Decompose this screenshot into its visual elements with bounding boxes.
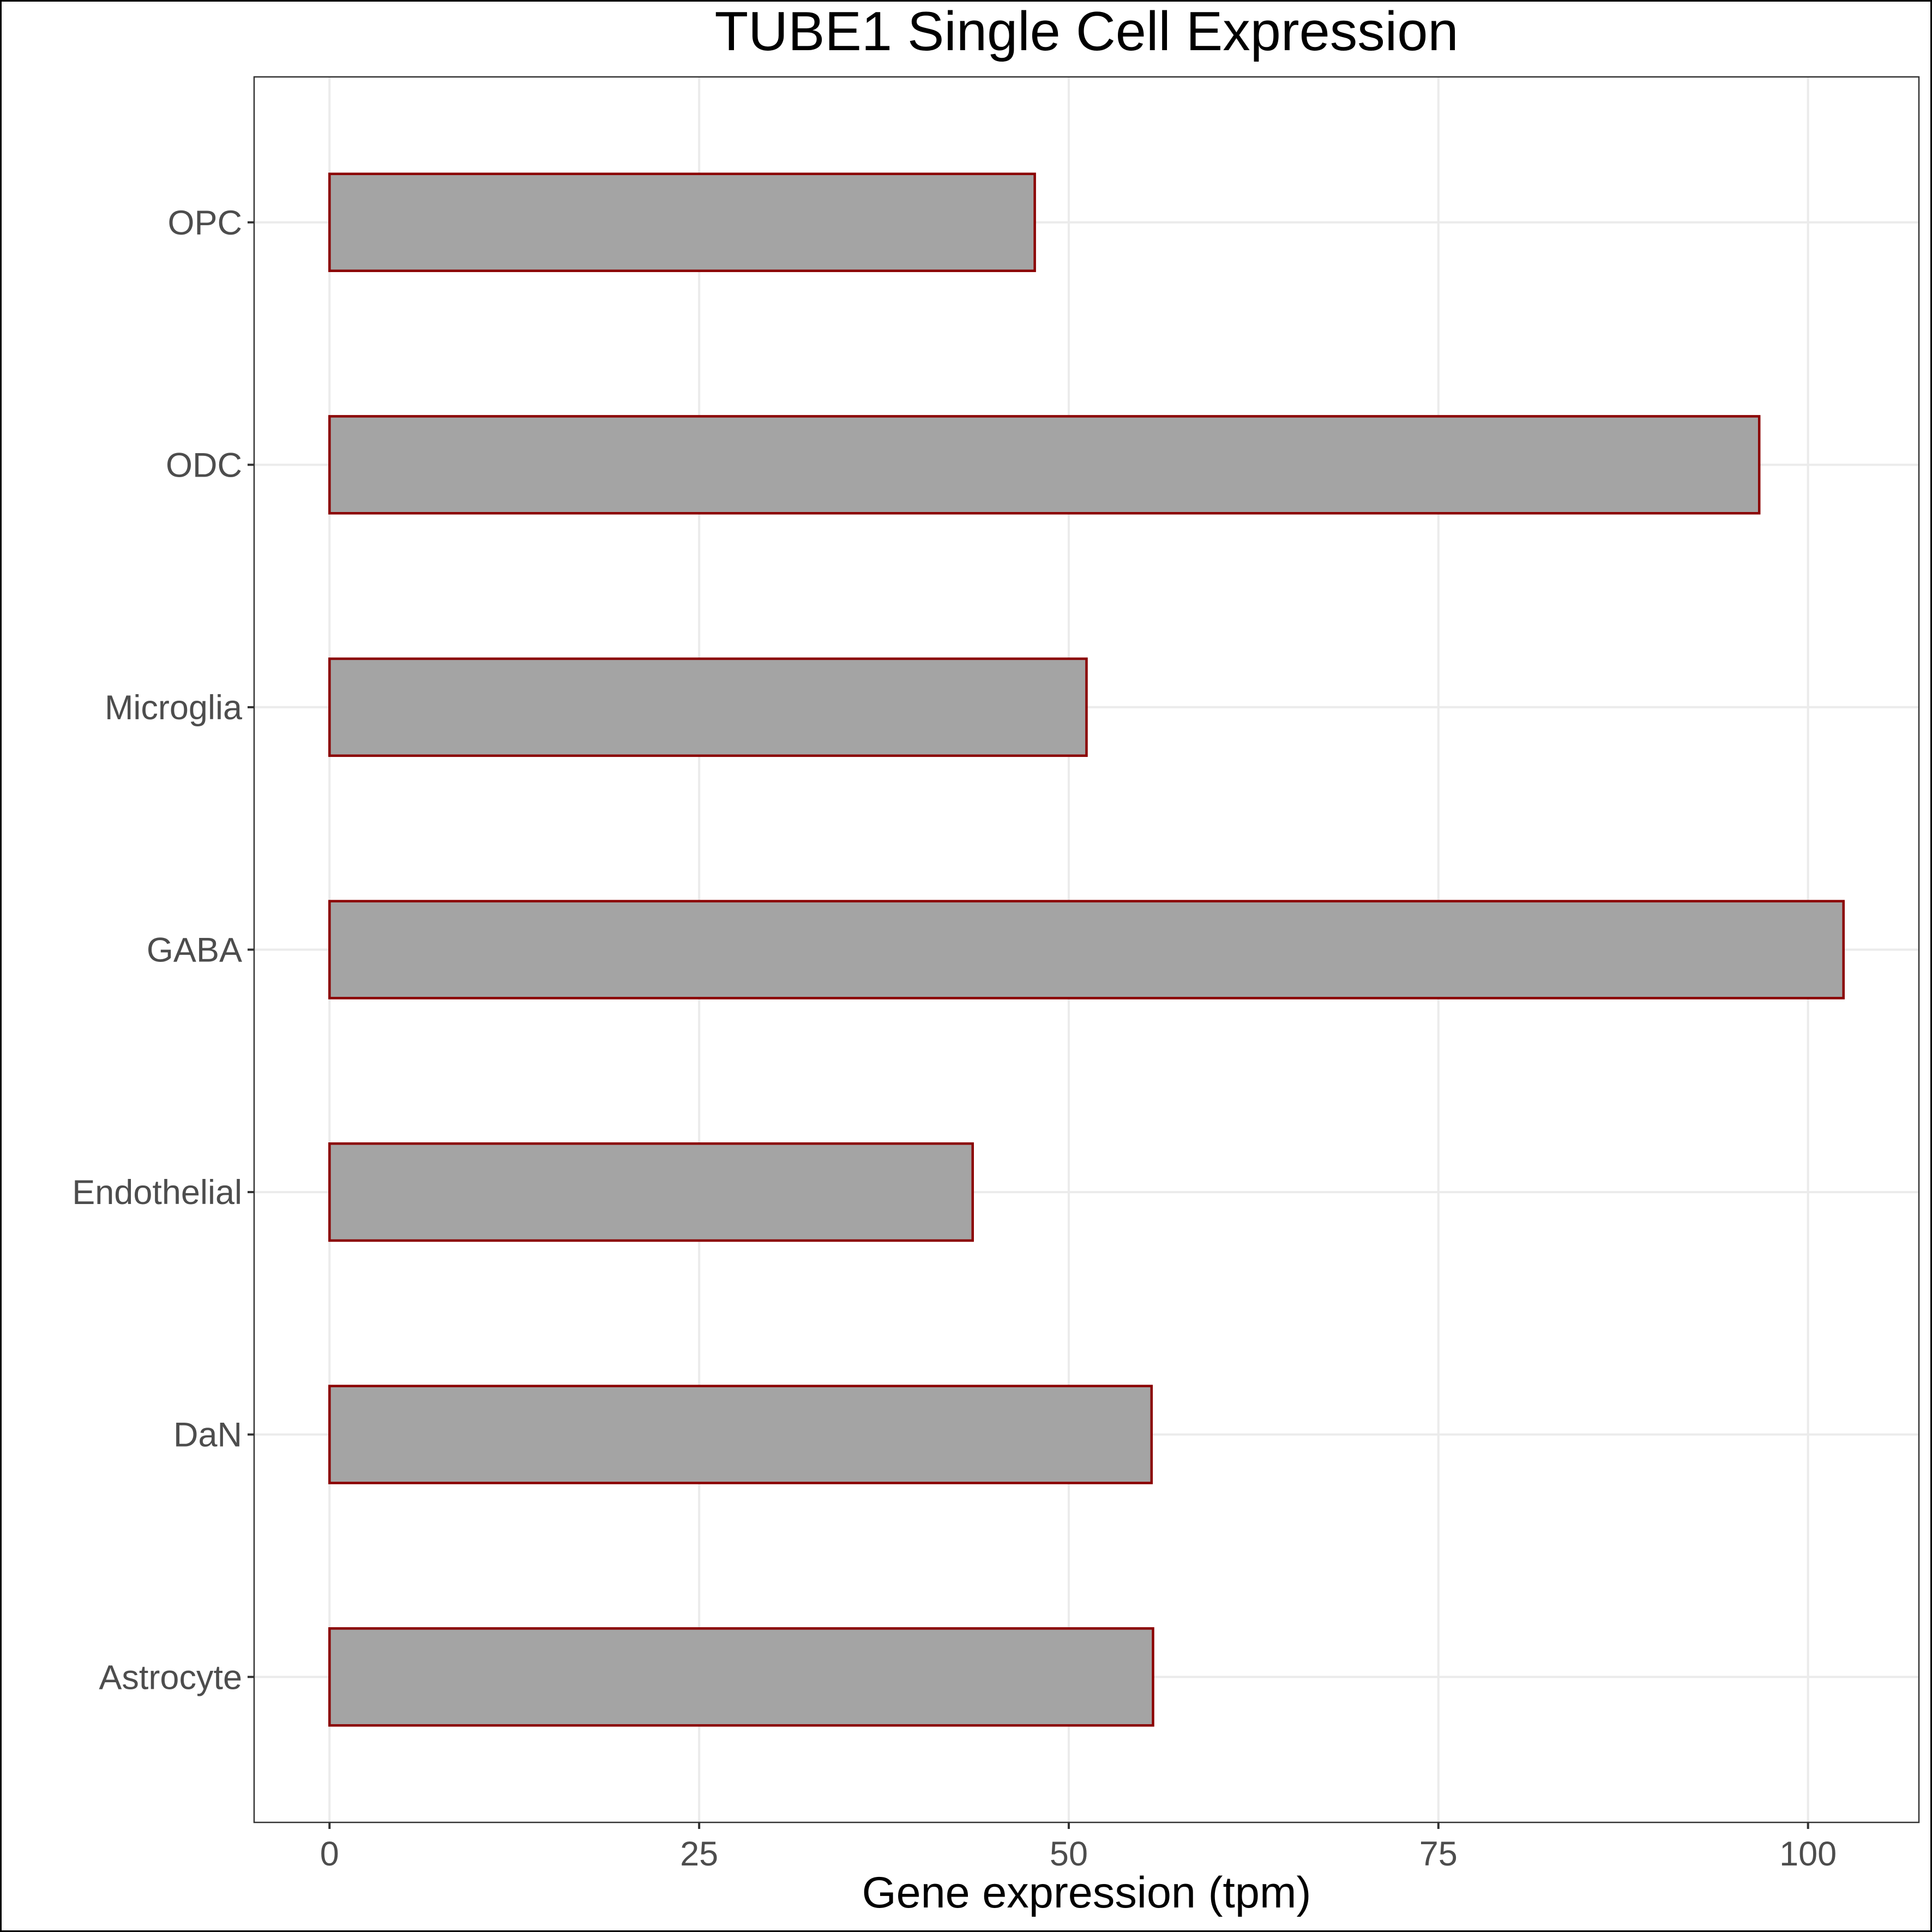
- bars: [328, 172, 1845, 1727]
- y-tick-label: Astrocyte: [99, 1658, 242, 1696]
- x-axis-title: Gene expression (tpm): [862, 1868, 1311, 1917]
- y-tick-label: ODC: [166, 446, 242, 484]
- y-axis-ticks: Astrocyte DaN Endothelial GABA Microglia ODC O…: [72, 204, 254, 1696]
- x-tick-label: 50: [1050, 1835, 1088, 1873]
- chart-title: TUBE1 Single Cell Expression: [714, 1, 1458, 62]
- bar-endothelial: [328, 1142, 974, 1242]
- y-tick-label: Endothelial: [72, 1173, 242, 1212]
- x-tick-label: 0: [320, 1835, 339, 1873]
- x-tick-label: 75: [1419, 1835, 1458, 1873]
- y-tick-label: OPC: [167, 204, 242, 242]
- x-axis-ticks: 0 25 50 75 100: [320, 1822, 1837, 1873]
- x-tick-label: 25: [680, 1835, 718, 1873]
- bar-gaba: [328, 900, 1845, 1000]
- bar-microglia: [328, 657, 1088, 757]
- y-tick-label: DaN: [173, 1416, 242, 1454]
- bar-odc: [328, 415, 1761, 515]
- y-tick-label: GABA: [147, 931, 242, 970]
- bar-dan: [328, 1385, 1153, 1484]
- bar-opc: [328, 172, 1036, 272]
- bar-astrocyte: [328, 1627, 1154, 1727]
- x-tick-label: 100: [1779, 1835, 1837, 1873]
- y-tick-label: Microglia: [105, 689, 243, 727]
